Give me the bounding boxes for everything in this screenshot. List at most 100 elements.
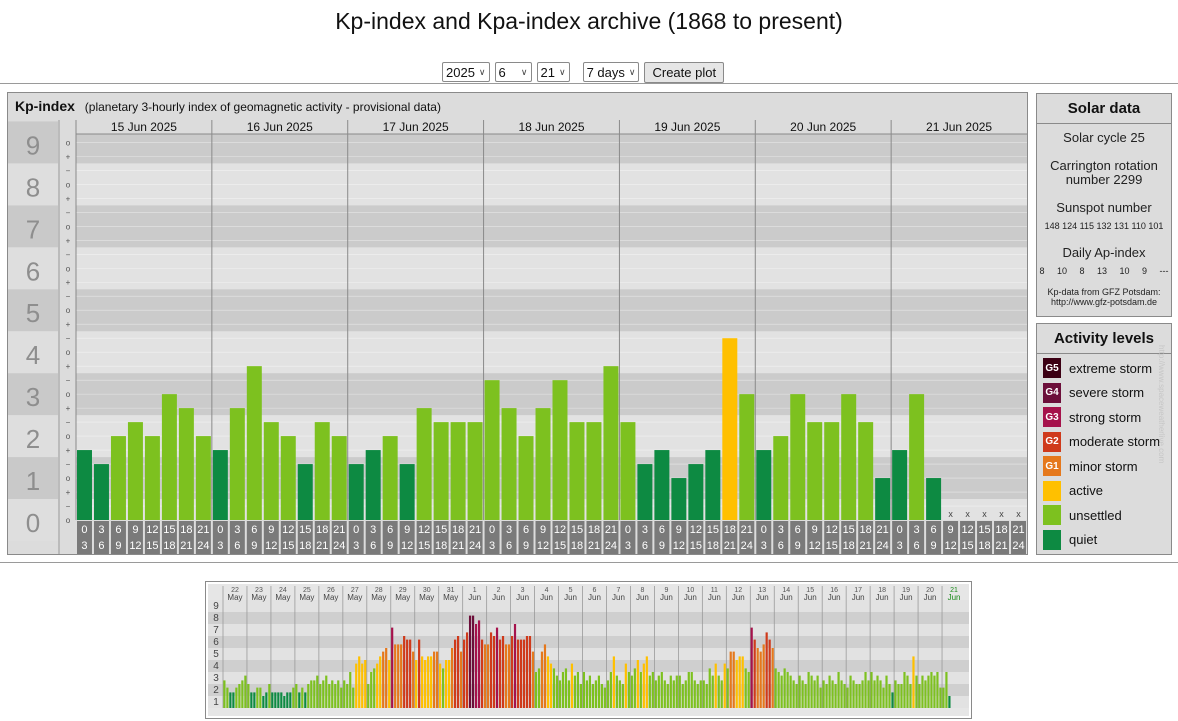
overview-day-label: 31 — [447, 587, 455, 594]
interval-start: 18 — [860, 524, 872, 536]
interval-end: 18 — [707, 540, 719, 552]
overview-bar — [528, 636, 532, 708]
overview-bar — [483, 644, 487, 708]
overview-month-label: Jun — [492, 593, 505, 602]
overview-bar — [657, 675, 660, 708]
overview-month-label: Jun — [612, 593, 625, 602]
overview-bar — [837, 672, 840, 708]
overview-month-label: May — [347, 593, 362, 602]
interval-start: 0 — [81, 524, 87, 536]
interval-cell — [552, 521, 568, 554]
kp-bar — [212, 450, 228, 520]
overview-month-label: May — [419, 593, 434, 602]
interval-end: 21 — [180, 540, 192, 552]
kp-bar — [127, 422, 143, 520]
overview-y-tick: 3 — [213, 673, 219, 684]
interval-end: 24 — [605, 540, 617, 552]
overview-y-tick: 8 — [213, 613, 219, 624]
source-link[interactable]: http://www.gfz-potsdam.de — [1050, 297, 1158, 307]
overview-bar — [495, 627, 499, 708]
activity-swatch: G5 — [1043, 358, 1061, 378]
overview-bar — [409, 639, 412, 708]
overview-bar — [525, 636, 529, 708]
solar-data-panel: Solar data Solar cycle 25 Carrington rot… — [1036, 93, 1172, 317]
overview-bar — [864, 672, 867, 708]
interval-cell — [807, 521, 823, 554]
overview-bar — [585, 680, 589, 708]
y-tick-label: 2 — [26, 424, 40, 454]
interval-cell — [892, 521, 908, 554]
month-select[interactable]: 6 ∨ — [494, 62, 532, 82]
overview-month-label: Jun — [900, 593, 913, 602]
overview-bar — [400, 644, 403, 708]
overview-month-label: Jun — [876, 593, 889, 602]
kp-bar — [450, 422, 466, 520]
interval-cell — [195, 521, 211, 554]
interval-start: 12 — [554, 524, 566, 536]
kp-bar — [603, 366, 619, 520]
year-select[interactable]: 2025 ∨ — [442, 62, 490, 82]
overview-month-label: Jun — [564, 593, 577, 602]
interval-start: 15 — [978, 524, 990, 536]
no-data-mark: x — [1016, 509, 1021, 519]
interval-start: 9 — [540, 524, 546, 536]
overview-bar — [852, 680, 855, 708]
overview-bar — [238, 684, 241, 708]
kp-bar — [229, 408, 245, 520]
overview-bar — [558, 680, 562, 708]
overview-bar — [450, 648, 454, 708]
interval-end: 21 — [724, 540, 736, 552]
kp-bar — [722, 338, 738, 520]
overview-bar — [858, 684, 861, 708]
overview-y-tick: 7 — [213, 625, 219, 636]
overview-bar — [747, 672, 750, 708]
overview-y-tick: 9 — [213, 601, 219, 612]
overview-bar — [292, 687, 295, 708]
interval-start: 12 — [418, 524, 430, 536]
create-plot-button[interactable]: Create plot — [644, 62, 725, 83]
minor-mark: − — [66, 502, 71, 511]
overview-bar — [507, 644, 511, 708]
overview-y-tick: 6 — [213, 637, 219, 648]
interval-cell — [246, 521, 262, 554]
overview-bar — [531, 651, 535, 708]
overview-bar — [795, 684, 798, 708]
overview-bar — [471, 615, 475, 708]
activity-swatch — [1043, 505, 1061, 525]
overview-bar — [445, 660, 448, 708]
activity-label: unsettled — [1069, 507, 1122, 523]
overview-bar — [609, 672, 612, 708]
side-credit: http://www.spaceweatherlive.com — [1157, 345, 1166, 464]
interval-end: 24 — [1012, 540, 1024, 552]
overview-bar — [588, 675, 592, 708]
interval-end: 9 — [523, 540, 529, 552]
overview-bar — [385, 648, 388, 708]
interval-cell — [77, 521, 92, 554]
overview-bar — [579, 684, 583, 708]
overview-band — [208, 696, 969, 708]
kp-bar — [467, 422, 483, 520]
interval-end: 9 — [659, 540, 665, 552]
interval-start: 0 — [489, 524, 495, 536]
overview-bar — [337, 680, 340, 708]
interval-start: 21 — [741, 524, 753, 536]
day-select[interactable]: 21 ∨ — [536, 62, 570, 82]
overview-bar — [543, 644, 547, 708]
activity-level-item: G5 extreme storm — [1043, 357, 1152, 379]
overview-bar — [939, 687, 942, 708]
kp-bar — [892, 450, 908, 520]
activity-level-item: G3 strong storm — [1043, 406, 1141, 428]
interval-start: 6 — [387, 524, 393, 536]
kp-bar — [654, 450, 670, 520]
axis-band — [8, 163, 58, 206]
overview-bar — [591, 684, 594, 708]
activity-swatch — [1043, 529, 1061, 550]
overview-bar — [876, 675, 879, 708]
kp-bar — [484, 380, 500, 520]
overview-bar — [813, 680, 816, 708]
range-select[interactable]: 7 days ∨ — [582, 62, 640, 82]
interval-cell — [841, 521, 857, 554]
interval-end: 3 — [761, 540, 767, 552]
overview-bar — [301, 687, 304, 708]
axis-band — [8, 499, 58, 541]
